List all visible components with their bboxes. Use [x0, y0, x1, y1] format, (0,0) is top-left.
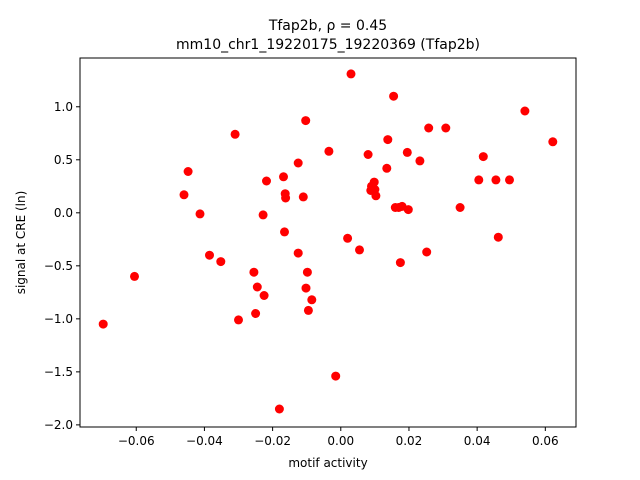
data-point-6	[216, 257, 226, 267]
data-point-22	[298, 192, 308, 202]
data-point-50	[424, 123, 434, 133]
chart-title-line2: mm10_chr1_19220175_19220369 (Tfap2b)	[176, 37, 480, 53]
data-point-44	[395, 258, 405, 268]
data-point-19	[281, 193, 291, 203]
data-point-8	[234, 315, 243, 325]
y-axis-ticks: −2.0 −1.5 −1.0 −0.5 0.0 0.5 1.0	[44, 100, 80, 432]
y-tick-label-1: −1.5	[44, 365, 73, 379]
data-point-25	[302, 267, 312, 277]
data-point-33	[363, 150, 373, 159]
data-point-29	[331, 371, 341, 381]
x-tick-label-6: 0.06	[532, 434, 559, 448]
chart-title-line1: Tfap2b, ρ = 0.45	[268, 18, 387, 34]
plot-frame	[79, 57, 577, 428]
data-points	[98, 69, 558, 414]
y-axis-label: signal at CRE (ln)	[14, 191, 28, 295]
data-point-26	[303, 305, 313, 315]
data-point-38	[371, 191, 381, 201]
data-point-1	[130, 271, 139, 281]
x-tick-label-4: 0.02	[396, 434, 423, 448]
data-point-17	[280, 227, 289, 237]
data-point-13	[259, 291, 269, 300]
data-point-27	[307, 295, 317, 305]
y-tick-label-6: 1.0	[54, 100, 73, 114]
data-point-15	[274, 404, 284, 414]
data-point-31	[346, 69, 356, 79]
x-tick-label-1: −0.04	[186, 434, 223, 448]
data-point-54	[478, 152, 488, 162]
data-point-12	[258, 210, 268, 220]
data-point-11	[252, 282, 262, 292]
data-point-51	[441, 123, 451, 133]
data-point-4	[195, 209, 205, 219]
data-point-46	[402, 147, 412, 157]
data-point-21	[293, 248, 303, 258]
data-point-7	[230, 129, 240, 139]
data-point-58	[520, 106, 530, 116]
data-point-57	[505, 175, 514, 185]
data-point-40	[383, 135, 393, 145]
data-point-20	[293, 158, 303, 168]
y-tick-label-0: −2.0	[44, 418, 73, 432]
data-point-0	[98, 319, 108, 329]
data-point-10	[251, 309, 261, 318]
data-point-30	[343, 233, 353, 243]
data-point-3	[183, 167, 193, 176]
data-point-41	[389, 91, 399, 101]
y-tick-label-5: 0.5	[54, 153, 73, 167]
data-point-24	[301, 283, 311, 293]
data-point-48	[415, 156, 425, 166]
data-point-49	[422, 247, 432, 257]
data-point-32	[355, 245, 364, 255]
data-point-56	[493, 232, 503, 242]
x-tick-label-2: −0.02	[254, 434, 291, 448]
data-point-59	[548, 137, 558, 147]
data-point-55	[491, 175, 501, 185]
x-axis-ticks: −0.06 −0.04 −0.02 0.00 0.02 0.04 0.06	[118, 427, 559, 448]
data-point-16	[279, 172, 288, 182]
data-point-39	[382, 163, 392, 173]
data-point-53	[474, 175, 484, 185]
data-point-23	[301, 116, 311, 126]
data-point-2	[179, 190, 189, 200]
y-tick-label-3: −0.5	[44, 259, 73, 273]
y-tick-label-2: −1.0	[44, 312, 73, 326]
data-point-36	[369, 177, 379, 187]
data-point-52	[455, 203, 465, 212]
data-point-28	[324, 146, 334, 156]
x-tick-label-0: −0.06	[118, 434, 155, 448]
data-point-5	[205, 250, 214, 260]
y-tick-label-4: 0.0	[54, 206, 73, 220]
x-tick-label-5: 0.04	[464, 434, 491, 448]
data-point-14	[262, 176, 271, 186]
x-axis-label: motif activity	[288, 456, 367, 470]
data-point-9	[249, 267, 259, 277]
x-tick-label-3: 0.00	[327, 434, 354, 448]
data-point-47	[403, 205, 413, 215]
